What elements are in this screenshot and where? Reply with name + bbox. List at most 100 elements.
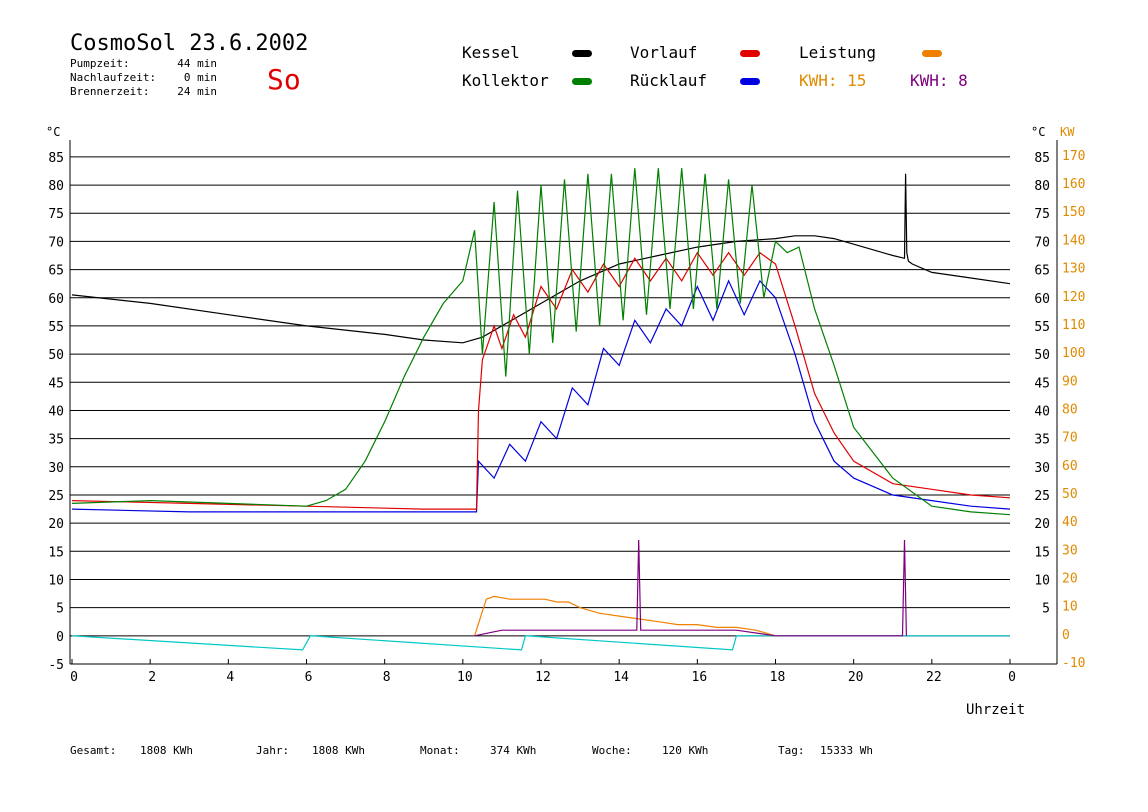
x-tick-label-11: 22 <box>926 670 942 685</box>
y-tick-right-kw-140: 140 <box>1062 233 1085 248</box>
weekday-label: So <box>267 63 301 96</box>
y-tick-right-kw-30: 30 <box>1062 543 1078 558</box>
y-tick-right-kw-90: 90 <box>1062 374 1078 389</box>
legend-label-vorlauf: Vorlauf <box>630 43 697 62</box>
y-tick-right-kw-10: 10 <box>1062 600 1078 615</box>
series-line-brenner <box>474 539 907 637</box>
y-tick-right-kw-80: 80 <box>1062 402 1078 417</box>
y-tick-right-kw-170: 170 <box>1062 149 1085 164</box>
y-tick-right-kw-20: 20 <box>1062 571 1078 586</box>
series-line-vorlauf <box>71 251 1011 510</box>
y-tick-left-30: 30 <box>48 461 64 476</box>
footer-label-jahr: Jahr: <box>256 744 289 757</box>
grid-lines <box>70 156 1010 637</box>
x-tick-label-7: 14 <box>613 670 629 685</box>
right-unit-kw-label: KW <box>1060 125 1075 139</box>
y-tick-right-kw-150: 150 <box>1062 205 1085 220</box>
y-tick-left-55: 55 <box>48 320 64 335</box>
y-tick-right-c-80: 80 <box>1034 179 1050 194</box>
y-tick-left-70: 70 <box>48 235 64 250</box>
x-tick-label-12: 0 <box>1008 670 1016 685</box>
legend-label-kessel: Kessel <box>462 43 520 62</box>
y-tick-right-kw-50: 50 <box>1062 487 1078 502</box>
left-unit-label: °C <box>46 125 60 139</box>
y-tick-left-75: 75 <box>48 207 64 222</box>
y-tick-right-c-40: 40 <box>1034 404 1050 419</box>
x-ticks: 0 2 4 6 8 10 12 14 16 18 20 22 0 <box>70 659 1016 685</box>
legend-label-ruecklauf: Rücklauf <box>630 71 707 90</box>
y-tick-right-c-5: 5 <box>1042 602 1050 617</box>
y-tick-left-50: 50 <box>48 348 64 363</box>
x-tick-label-8: 16 <box>692 670 708 685</box>
y-tick-right-kw-100: 100 <box>1062 346 1085 361</box>
x-tick-label-9: 18 <box>770 670 786 685</box>
legend-swatch-kessel <box>572 50 592 57</box>
series-line-pumpe <box>71 635 1010 651</box>
y-tick-right-c-55: 55 <box>1034 320 1050 335</box>
x-tick-label-1: 2 <box>148 670 156 685</box>
footer-value-woche: 120 KWh <box>662 744 708 757</box>
series-lines <box>71 168 1011 651</box>
stat-label-nachlaufzeit: Nachlaufzeit: <box>70 71 156 84</box>
y-tick-left-15: 15 <box>48 545 64 560</box>
y-tick-left-35: 35 <box>48 433 64 448</box>
x-tick-label-4: 8 <box>383 670 391 685</box>
y-tick-left-0: 0 <box>56 630 64 645</box>
y-tick-right-kw-0: 0 <box>1062 628 1070 643</box>
stat-value-brennerzeit: 24 min <box>177 85 217 98</box>
y-tick-right-c-70: 70 <box>1034 235 1050 250</box>
series-line-leistung <box>474 595 776 637</box>
y-tick-right-c-10: 10 <box>1034 573 1050 588</box>
series-line-kessel <box>71 173 1011 344</box>
footer-value-monat: 374 KWh <box>490 744 536 757</box>
footer-label-woche: Woche: <box>592 744 632 757</box>
legend-label-kollektor: Kollektor <box>462 71 549 90</box>
legend-swatch-ruecklauf <box>740 78 760 85</box>
legend-swatch-kollektor <box>572 78 592 85</box>
y-tick-left-40: 40 <box>48 404 64 419</box>
y-tick-right-kw-130: 130 <box>1062 262 1085 277</box>
y-tick-right-kw-70: 70 <box>1062 431 1078 446</box>
y-tick-right-c-65: 65 <box>1034 264 1050 279</box>
y-tick-left-5: 5 <box>56 602 64 617</box>
stat-value-nachlaufzeit: 0 min <box>184 71 217 84</box>
footer-label-tag: Tag: <box>778 744 805 757</box>
y-tick-right-kw-160: 160 <box>1062 177 1085 192</box>
y-tick-left-20: 20 <box>48 517 64 532</box>
kwh-burner-label: KWH: 8 <box>910 71 968 90</box>
x-tick-label-2: 4 <box>226 670 234 685</box>
y-tick-left--5: -5 <box>48 658 64 673</box>
y-tick-right-c-50: 50 <box>1034 348 1050 363</box>
y-tick-right-c-60: 60 <box>1034 292 1050 307</box>
x-tick-label-0: 0 <box>70 670 78 685</box>
series-line-kollektor <box>71 168 1011 516</box>
footer-value-jahr: 1808 KWh <box>312 744 365 757</box>
y-tick-right-kw-40: 40 <box>1062 515 1078 530</box>
legend-swatch-vorlauf <box>740 50 760 57</box>
series-line-ruecklauf <box>71 279 1011 513</box>
y-tick-left-45: 45 <box>48 376 64 391</box>
y-tick-right-c-75: 75 <box>1034 207 1050 222</box>
y-tick-left-85: 85 <box>48 151 64 166</box>
x-tick-label-3: 6 <box>305 670 313 685</box>
y-tick-right-kw-120: 120 <box>1062 290 1085 305</box>
y-tick-left-25: 25 <box>48 489 64 504</box>
stat-label-brennerzeit: Brennerzeit: <box>70 85 149 98</box>
legend-label-leistung: Leistung <box>799 43 876 62</box>
stat-value-pumpzeit: 44 min <box>177 57 217 70</box>
x-tick-label-6: 12 <box>535 670 551 685</box>
y-tick-right-c-35: 35 <box>1034 433 1050 448</box>
y-tick-right-c-25: 25 <box>1034 489 1050 504</box>
y-tick-left-65: 65 <box>48 264 64 279</box>
y-tick-left-10: 10 <box>48 573 64 588</box>
x-tick-label-10: 20 <box>848 670 864 685</box>
y-tick-right-c-30: 30 <box>1034 461 1050 476</box>
y-tick-right-kw--10: -10 <box>1062 656 1085 671</box>
chart-title: CosmoSol 23.6.2002 <box>70 31 308 56</box>
y-tick-left-60: 60 <box>48 292 64 307</box>
legend-swatch-leistung <box>922 50 942 57</box>
x-tick-label-5: 10 <box>457 670 473 685</box>
footer-label-gesamt: Gesamt: <box>70 744 116 757</box>
